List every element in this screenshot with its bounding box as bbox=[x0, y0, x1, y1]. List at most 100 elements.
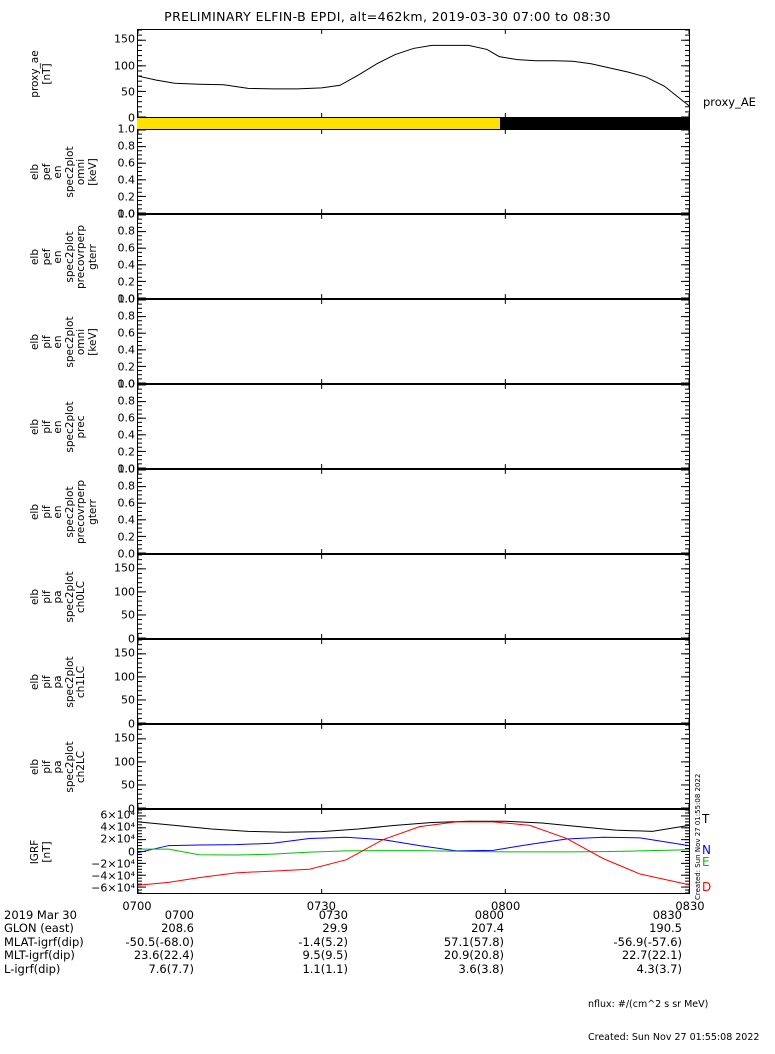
panel-label-line: pif bbox=[40, 589, 53, 604]
plot-panel-pif-pa-ch0lc bbox=[137, 554, 690, 639]
panel-label-line: spec2plot bbox=[63, 655, 76, 708]
plot-panel-pef-en-precovrperp-gterr bbox=[137, 214, 690, 299]
ephemeris-value: 0800 bbox=[474, 908, 504, 922]
panel-label-line: spec2plot bbox=[63, 145, 76, 198]
panel-label-line: elb bbox=[29, 758, 41, 775]
panel-label-line: ch2LC bbox=[75, 750, 87, 783]
panel-label-line: [keV] bbox=[86, 327, 99, 356]
ytick-label: 0.6 bbox=[117, 241, 136, 255]
panel-label-line: pef bbox=[40, 248, 53, 265]
plot-panel-igrf bbox=[137, 809, 690, 894]
panel-label-line: proxy_ae bbox=[29, 49, 41, 98]
panel-label-line: spec2plot bbox=[63, 570, 76, 623]
ytick-label: 1.0 bbox=[117, 122, 136, 136]
ytick-label: 0.4 bbox=[117, 428, 136, 442]
legend-item-E: E bbox=[702, 855, 710, 869]
ephemeris-value: 1.1(1.1) bbox=[302, 961, 348, 976]
trace-D bbox=[138, 822, 689, 885]
ytick-label: 1.0 bbox=[117, 292, 136, 306]
ytick-label: 1.0 bbox=[117, 462, 136, 476]
ytick-label: 150 bbox=[114, 561, 135, 575]
panel-label-line: omni bbox=[75, 328, 87, 355]
ytick-label: 0.6 bbox=[117, 156, 136, 170]
panel-label-line: ch0LC bbox=[75, 580, 87, 613]
ytick-label: 0.8 bbox=[117, 394, 136, 408]
ytick-label: 100 bbox=[114, 670, 135, 684]
panel-label-line: elb bbox=[29, 248, 41, 265]
panel-label-line: gterr bbox=[86, 498, 99, 525]
ephemeris-value: 29.9 bbox=[322, 921, 348, 936]
ephemeris-value: 4.3(3.7) bbox=[636, 961, 682, 976]
panel-label-line: precovrperp bbox=[75, 479, 87, 544]
ytick-labels-pef-en-precovrperp-gterr: 0.0 0.2 0.4 0.6 0.8 1.0 bbox=[91, 209, 136, 305]
ytick-label: 0.8 bbox=[117, 479, 136, 493]
panel-label-line: [nT] bbox=[40, 62, 53, 85]
ytick-label: 0 bbox=[128, 111, 135, 125]
ephemeris-value: 207.4 bbox=[471, 921, 504, 936]
panel-label-line: spec2plot bbox=[63, 230, 76, 283]
panel-label-line: elb bbox=[29, 163, 41, 180]
status-bar bbox=[137, 118, 690, 129]
panel-label-line: en bbox=[52, 504, 64, 519]
panel-label-line: pif bbox=[40, 759, 53, 774]
ytick-label: 0.0 bbox=[117, 207, 136, 221]
ephemeris-row-label: L-igrf(dip) bbox=[4, 961, 61, 976]
panel-label-line: en bbox=[52, 249, 64, 264]
created-vertical-label: Created: Sun Nov 27 01:55:08 2022 bbox=[694, 773, 702, 900]
time-tick-label: 0730 bbox=[306, 899, 336, 913]
panel-label-line: pef bbox=[40, 163, 53, 180]
panel-label-line: omni bbox=[75, 158, 87, 185]
legend-item-N: N bbox=[702, 843, 711, 857]
panel-label-line: elb bbox=[29, 418, 41, 435]
status-bar-segment bbox=[499, 118, 690, 129]
ytick-label: 0.6 bbox=[117, 411, 136, 425]
ephemeris-value: 7.6(7.7) bbox=[148, 961, 194, 976]
panel-label-line: [nT] bbox=[40, 840, 53, 863]
ytick-labels-pef-en-omni: 0.0 0.2 0.4 0.6 0.8 1.0 bbox=[91, 124, 136, 220]
ephemeris-value: 22.7(22.1) bbox=[621, 948, 682, 963]
ephemeris-value: 0730 bbox=[318, 908, 348, 922]
ephemeris-row-label: MLAT-igrf(dip) bbox=[4, 934, 84, 949]
panel-label-line: pif bbox=[40, 334, 53, 349]
ytick-label: 0 bbox=[128, 632, 135, 646]
time-tick-label: 0800 bbox=[491, 899, 521, 913]
ephemeris-value: 9.5(9.5) bbox=[302, 948, 348, 963]
plot-panel-pif-pa-ch1lc bbox=[137, 639, 690, 724]
ytick-label: 100 bbox=[114, 585, 135, 599]
ytick-label: 4×10⁴ bbox=[100, 820, 135, 834]
ytick-label: 0.2 bbox=[117, 360, 136, 374]
panel-label-line: pa bbox=[52, 674, 64, 689]
ytick-labels-pif-en-omni: 0.0 0.2 0.4 0.6 0.8 1.0 bbox=[91, 294, 136, 390]
panel-label-line: gterr bbox=[86, 243, 99, 270]
ytick-label: −4×10⁴ bbox=[91, 869, 135, 883]
ephemeris-row-label: GLON (east) bbox=[4, 921, 74, 936]
panel-label-line: elb bbox=[29, 673, 41, 690]
ephemeris-value: 190.5 bbox=[649, 921, 682, 936]
ytick-label: 0.0 bbox=[117, 462, 136, 476]
ytick-label: 0.0 bbox=[117, 547, 136, 561]
page-title: PRELIMINARY ELFIN-B EPDI, alt=462km, 201… bbox=[164, 9, 611, 24]
ytick-labels-pif-pa-ch1lc: 0 50 100 150 bbox=[91, 639, 135, 730]
panel-label-line: pif bbox=[40, 674, 53, 689]
ytick-label: 50 bbox=[121, 778, 135, 792]
status-bar-segment bbox=[137, 118, 500, 129]
footnote-block: nflux: #/(cm^2 s sr MeV) Created: Sun No… bbox=[588, 977, 759, 1054]
plot-panel-pif-en-omni bbox=[137, 299, 690, 384]
plot-panel-pif-pa-ch2lc bbox=[137, 724, 690, 809]
ytick-label: 0.8 bbox=[117, 139, 136, 153]
ytick-label: 150 bbox=[114, 646, 135, 660]
ytick-label: 100 bbox=[114, 755, 135, 769]
ytick-label: 0.2 bbox=[117, 275, 136, 289]
time-tick-label: 0830 bbox=[675, 899, 705, 913]
ephemeris-value: -1.4(5.2) bbox=[298, 934, 348, 949]
ytick-label: 0.4 bbox=[117, 258, 136, 272]
panel-label-line: prec bbox=[75, 415, 87, 438]
ytick-label: 0 bbox=[128, 717, 135, 731]
ephemeris-value: -50.5(-68.0) bbox=[125, 934, 194, 949]
ytick-labels-pif-en-precovrperp-gterr: 0.0 0.2 0.4 0.6 0.8 1.0 bbox=[91, 464, 136, 560]
ephemeris-value: 3.6(3.8) bbox=[458, 961, 504, 976]
plot-panel-pif-en-prec bbox=[137, 384, 690, 469]
ytick-labels-igrf: 6×10⁴ 4×10⁴ 2×10⁴ 0 −2×10⁴ −4×10⁴ −6×10⁴ bbox=[91, 809, 135, 894]
ytick-label: 0.6 bbox=[117, 496, 136, 510]
ytick-label: 1.0 bbox=[117, 207, 136, 221]
